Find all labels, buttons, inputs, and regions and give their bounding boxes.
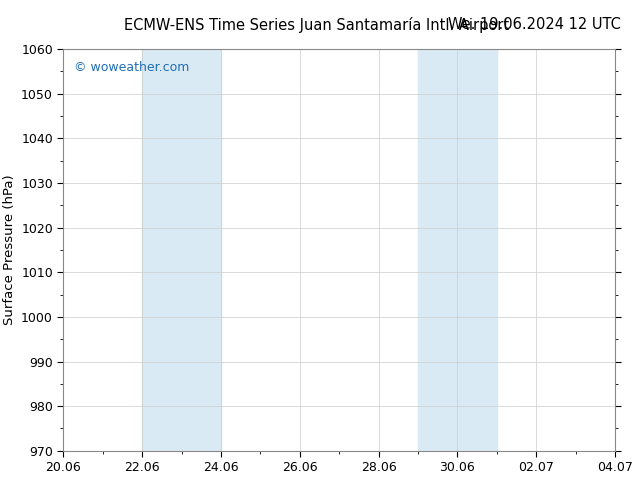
Y-axis label: Surface Pressure (hPa): Surface Pressure (hPa) — [3, 174, 16, 325]
Bar — [418, 49, 497, 451]
Text: ECMW-ENS Time Series Juan Santamaría Intl. Airport: ECMW-ENS Time Series Juan Santamaría Int… — [124, 17, 510, 33]
Bar — [142, 49, 221, 451]
Text: We. 19.06.2024 12 UTC: We. 19.06.2024 12 UTC — [448, 17, 621, 32]
Text: © woweather.com: © woweather.com — [74, 61, 190, 74]
